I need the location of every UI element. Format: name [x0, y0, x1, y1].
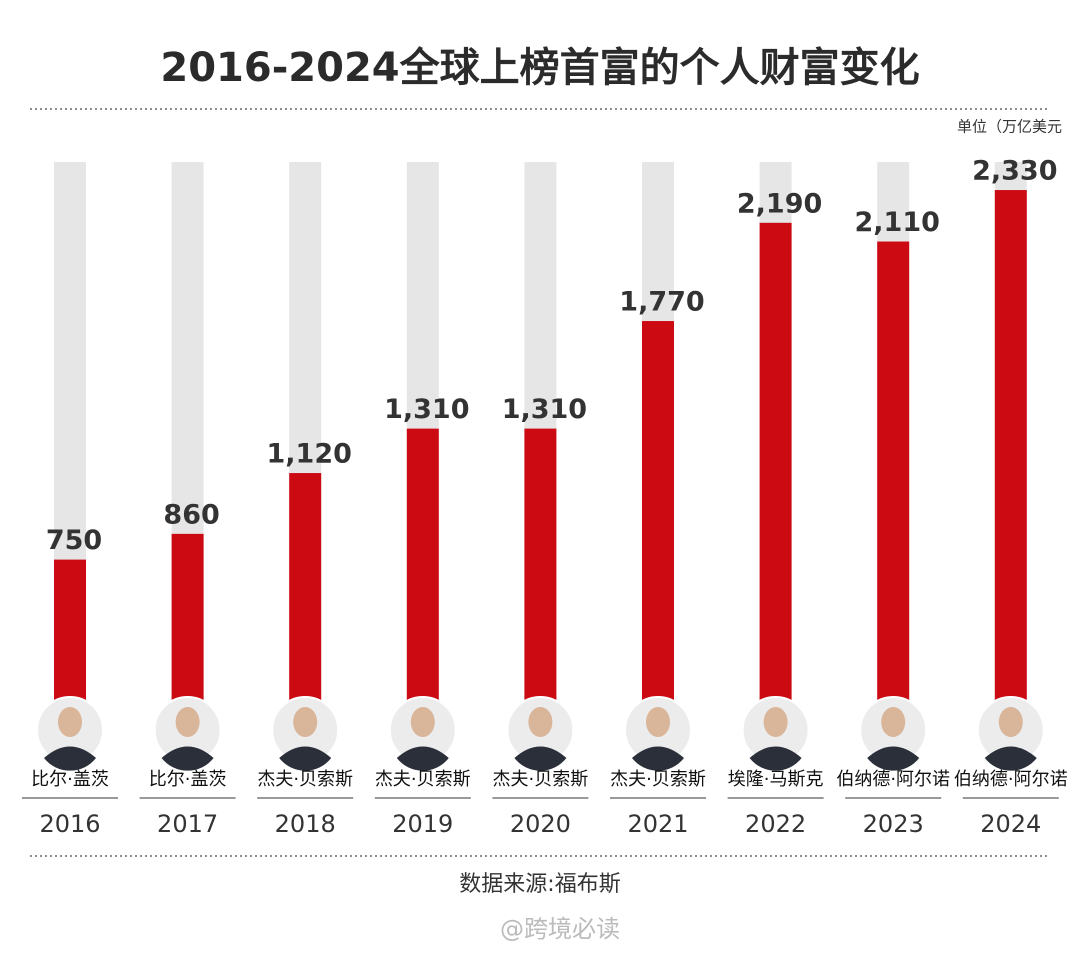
x-tick-label: 2019 — [392, 810, 453, 838]
value-label: 1,310 — [502, 394, 587, 425]
portrait-body — [396, 746, 449, 771]
source: 数据来源:福布斯 — [459, 872, 620, 897]
person-name: 比尔·盖茨 — [149, 769, 227, 790]
person-name: 杰夫·贝索斯 — [493, 769, 589, 790]
unit-label: 单位（万亿美元 — [957, 118, 1062, 136]
portrait-head — [58, 707, 82, 737]
x-tick-label: 2023 — [863, 810, 924, 838]
portrait-head — [763, 707, 788, 737]
portrait-body — [514, 746, 567, 771]
bar — [642, 321, 674, 735]
portrait-body — [161, 746, 214, 771]
person-name: 杰夫·贝索斯 — [375, 769, 471, 790]
x-tick-label: 2016 — [39, 810, 100, 838]
portrait-body — [984, 746, 1037, 771]
value-label: 2,190 — [737, 188, 822, 219]
value-label: 2,330 — [972, 156, 1057, 187]
value-label: 1,310 — [384, 394, 469, 425]
portrait-body — [749, 746, 802, 771]
x-tick-label: 2017 — [157, 810, 218, 838]
portrait-body — [867, 746, 920, 771]
bar — [289, 473, 322, 735]
x-tick-label: 2024 — [980, 810, 1041, 838]
portrait-head — [646, 707, 670, 737]
value-label: 750 — [46, 525, 102, 556]
bar — [524, 428, 557, 735]
person-name: 比尔·盖茨 — [31, 769, 109, 790]
person-name: 杰夫·贝索斯 — [257, 769, 353, 790]
x-tick-label: 2022 — [745, 810, 806, 838]
bar — [877, 241, 910, 735]
portrait-body — [279, 746, 332, 771]
portrait-body — [632, 746, 684, 771]
person-name: 伯纳德·阿尔诺 — [954, 769, 1068, 790]
portrait-head — [293, 707, 318, 737]
x-tick-label: 2020 — [510, 810, 571, 838]
value-label: 2,110 — [854, 207, 939, 238]
person-name: 杰夫·贝索斯 — [610, 769, 706, 790]
value-label: 860 — [163, 499, 219, 530]
watermark: @跨境必读 — [500, 915, 620, 943]
x-tick-label: 2021 — [627, 810, 688, 838]
person-name: 埃隆·马斯克 — [728, 769, 824, 790]
person-name: 伯纳德·阿尔诺 — [836, 769, 950, 790]
portrait-head — [410, 707, 435, 737]
portrait-head — [881, 707, 906, 737]
portrait-head — [998, 707, 1023, 737]
bar — [406, 428, 439, 735]
chart-title: 2016-2024全球上榜首富的个人财富变化 — [160, 45, 919, 91]
portrait-body — [44, 746, 96, 771]
x-tick-label: 2018 — [275, 810, 336, 838]
bar — [994, 190, 1027, 735]
portrait-head — [175, 707, 200, 737]
portrait-head — [528, 707, 553, 737]
value-label: 1,770 — [619, 287, 704, 318]
bar — [759, 222, 792, 735]
value-label: 1,120 — [266, 439, 351, 470]
